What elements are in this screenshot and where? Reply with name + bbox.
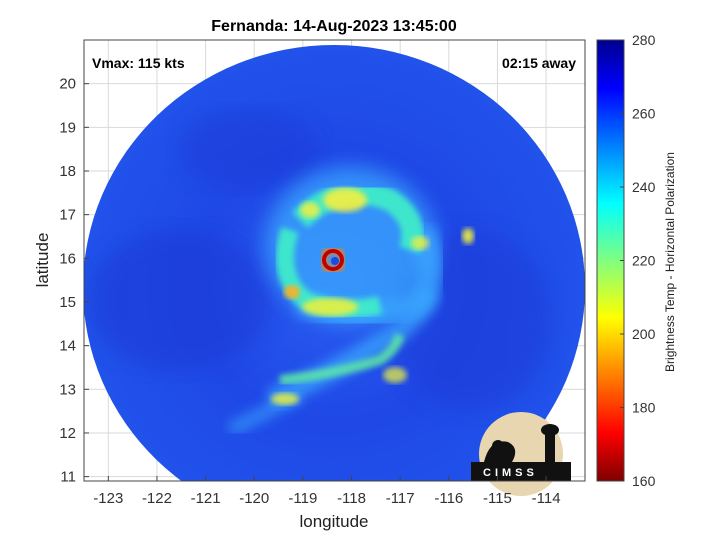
x-tick-label: -119 <box>288 490 317 507</box>
colorbar-tick-label: 220 <box>632 253 656 269</box>
y-tick-label: 13 <box>59 381 76 398</box>
colorbar-tick-label: 180 <box>632 400 656 416</box>
colorbar-tick-label: 240 <box>632 179 656 195</box>
x-tick-label: -121 <box>191 490 221 507</box>
x-tick-label: -122 <box>142 490 172 507</box>
logo-text: CIMSS <box>483 467 538 479</box>
y-tick-label: 14 <box>59 338 76 355</box>
x-axis-label: longitude <box>299 512 368 531</box>
x-tick-label: -123 <box>93 490 123 507</box>
y-tick-label: 15 <box>59 294 76 311</box>
colorbar <box>596 39 625 482</box>
y-tick-label: 16 <box>59 250 76 267</box>
x-tick-label: -115 <box>483 490 512 507</box>
x-tick-labels: -123 -122 -121 -120 -119 -118 -117 -116 -115 -114 <box>93 476 561 507</box>
y-tick-label: 20 <box>59 76 76 93</box>
x-tick-label: -114 <box>532 490 561 507</box>
vmax-label: Vmax: 115 kts <box>92 55 185 71</box>
colorbar-tick-label: 280 <box>632 32 656 48</box>
y-tick-labels: 11 12 13 14 15 16 17 18 19 20 <box>59 76 89 486</box>
x-tick-label: -117 <box>386 490 415 507</box>
chart-title: Fernanda: 14-Aug-2023 13:45:00 <box>211 18 457 35</box>
colorbar-tick-label: 260 <box>632 106 656 122</box>
x-tick-label: -118 <box>337 490 366 507</box>
eye <box>331 257 339 265</box>
swath-image <box>84 45 585 481</box>
colorbar-tick-label: 160 <box>632 473 656 489</box>
x-tick-label: -120 <box>239 490 269 507</box>
time-away-label: 02:15 away <box>502 55 576 71</box>
y-axis-label: latitude <box>33 233 52 288</box>
colorbar-label: Brightness Temp - Horizontal Polarizatio… <box>663 152 677 372</box>
y-tick-label: 12 <box>59 425 76 442</box>
y-tick-label: 18 <box>59 163 76 180</box>
y-tick-label: 17 <box>59 207 76 224</box>
colorbar-tick-labels: 160 180 200 220 240 260 280 <box>620 32 656 489</box>
y-tick-label: 19 <box>59 119 76 136</box>
colorbar-tick-label: 200 <box>632 326 656 342</box>
x-tick-label: -116 <box>434 490 463 507</box>
y-tick-label: 11 <box>60 469 76 486</box>
